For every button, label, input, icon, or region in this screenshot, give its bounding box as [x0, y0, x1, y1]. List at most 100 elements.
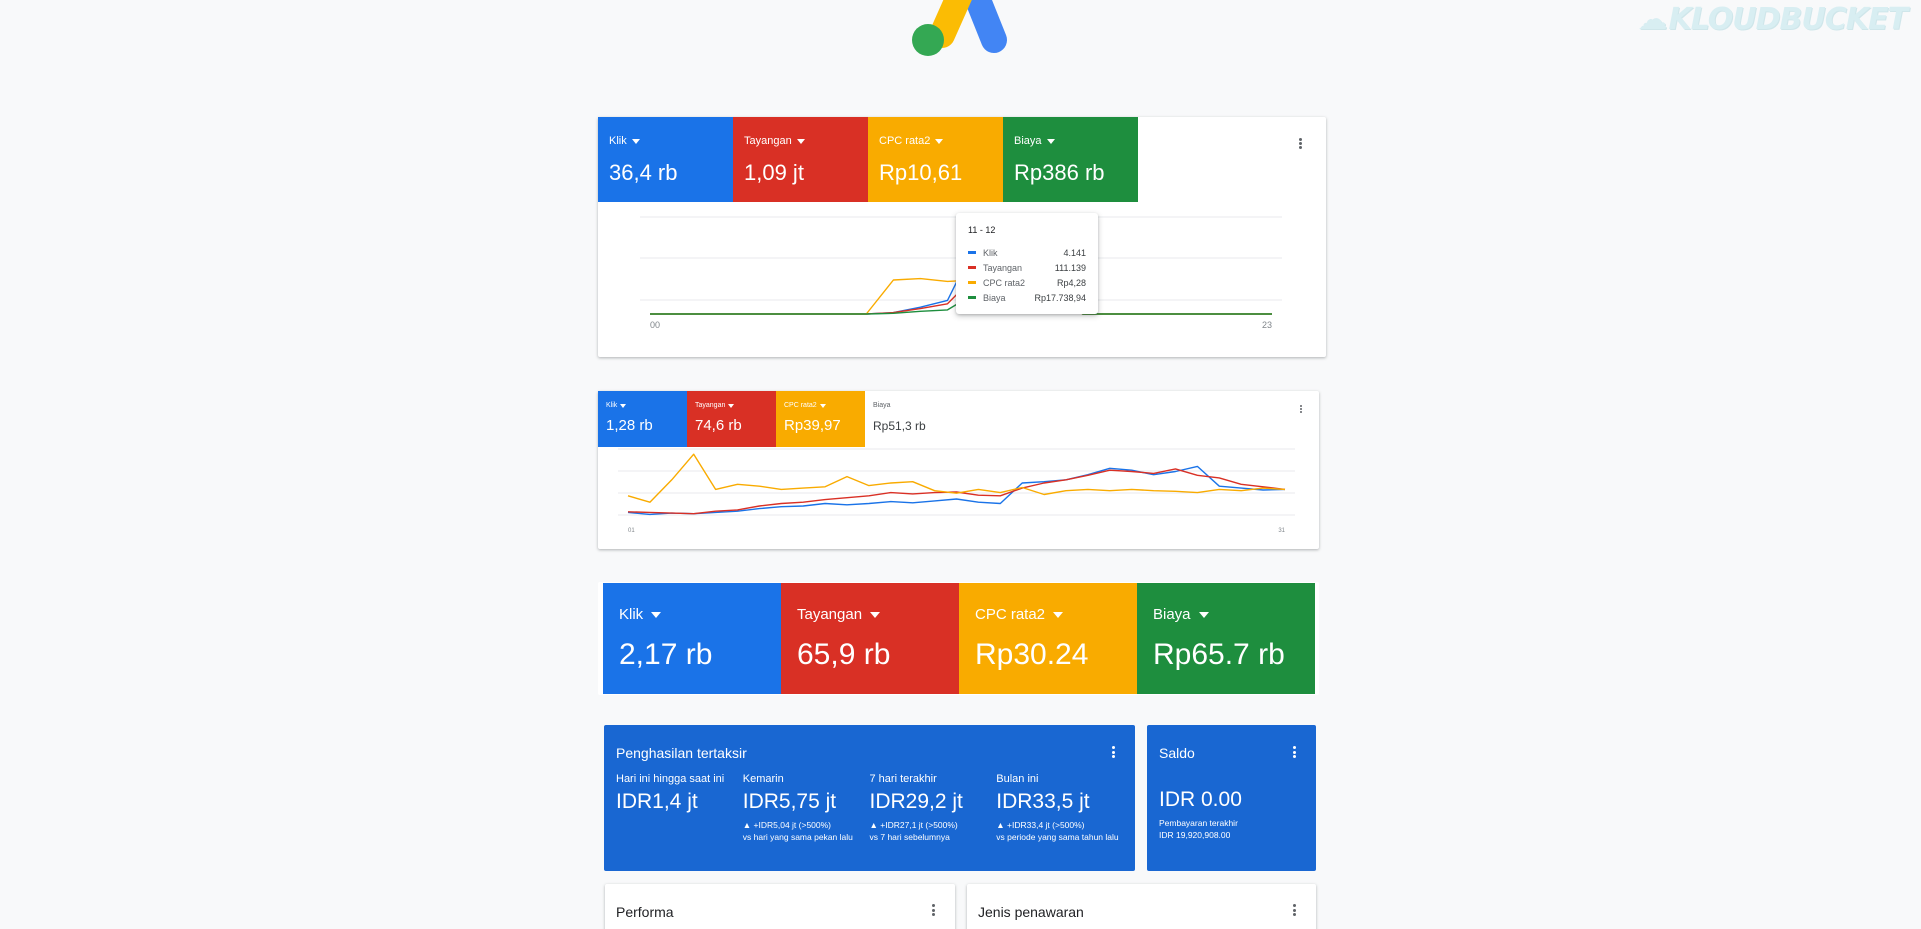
earnings-periods: Hari ini hingga saat ini IDR1,4 jt Kemar… — [616, 773, 1123, 843]
x-tick-label: 01 — [628, 528, 635, 534]
period-label: Hari ini hingga saat ini — [616, 773, 725, 785]
more-options-icon[interactable] — [1293, 746, 1297, 758]
tooltip-value: 4.141 — [1063, 247, 1086, 258]
tooltip-name: Tayangan — [983, 262, 1023, 273]
estimated-earnings-card: Penghasilan tertaksir Hari ini hingga sa… — [604, 725, 1135, 871]
metric-value: 65,9 rb — [797, 638, 891, 671]
metric-label: Biaya — [1014, 135, 1042, 147]
metric-tab-klik[interactable]: Klik 2,17 rb — [603, 583, 781, 694]
metric-value: 1,28 rb — [606, 417, 653, 434]
period-delta: ▲ +IDR27,1 jt (>500%) — [869, 820, 958, 830]
caret-down-icon[interactable] — [1198, 611, 1209, 618]
metric-tab-biaya[interactable]: Biaya Rp65.7 rb — [1137, 583, 1315, 694]
metric-tab-klik[interactable]: Klik 36,4 rb — [598, 117, 733, 202]
period-label: Bulan ini — [996, 773, 1039, 785]
period-value: IDR33,5 jt — [996, 790, 1090, 813]
period-compare: vs 7 hari sebelumnya — [869, 832, 950, 842]
caret-down-icon[interactable] — [1053, 611, 1064, 618]
metric-tab-cpc[interactable]: CPC rata2 Rp30.24 — [959, 583, 1137, 694]
caret-down-icon[interactable] — [819, 403, 826, 408]
daily-line-chart: 01 31 — [618, 448, 1295, 534]
caret-down-icon[interactable] — [631, 138, 640, 144]
period-compare: vs hari yang sama pekan lalu — [742, 832, 853, 842]
series-line-tayangan — [627, 468, 1286, 515]
metric-tab-biaya[interactable]: Biaya Rp386 rb — [1003, 117, 1138, 202]
offer-type-card: Jenis penawaran — [967, 884, 1316, 929]
daily-stats-card: Klik 1,28 rb Tayangan 74,6 rb CPC rata2 … — [598, 391, 1319, 549]
balance-card: Saldo IDR 0.00 Pembayaran terakhir IDR 1… — [1147, 725, 1316, 871]
chart-tooltip: 11 - 12 Klik 4.141 Tayangan 111.139 CPC ra… — [956, 213, 1098, 314]
earnings-today: Hari ini hingga saat ini IDR1,4 jt — [616, 773, 743, 843]
hourly-stats-card: Klik 36,4 rb Tayangan 1,09 jt CPC rata2 … — [598, 117, 1326, 357]
period-value: IDR29,2 jt — [869, 790, 963, 813]
caret-down-icon[interactable] — [1046, 138, 1055, 144]
more-options-icon[interactable] — [1293, 904, 1297, 916]
google-ads-logo — [912, 0, 1007, 56]
metric-tab-cpc[interactable]: CPC rata2 Rp10,61 — [868, 117, 1003, 202]
metric-tab-klik[interactable]: Klik 1,28 rb — [598, 391, 687, 447]
caret-down-icon[interactable] — [935, 138, 944, 144]
metric-label: Klik — [606, 402, 618, 409]
x-tick-label: 23 — [1262, 320, 1272, 330]
tooltip-value: Rp4,28 — [1056, 277, 1086, 288]
metric-tabs: Klik 36,4 rb Tayangan 1,09 jt CPC rata2 … — [598, 117, 1138, 202]
tooltip-row-biaya: Biaya Rp17.738,94 — [968, 290, 1086, 305]
tooltip-name: CPC rata2 — [983, 277, 1026, 288]
metric-tab-tayangan[interactable]: Tayangan 1,09 jt — [733, 117, 868, 202]
caret-down-icon[interactable] — [728, 403, 735, 408]
metric-value: Rp39,97 — [784, 417, 841, 434]
x-tick-label: 00 — [650, 320, 660, 330]
metric-tab-tayangan[interactable]: Tayangan 65,9 rb — [781, 583, 959, 694]
metric-tab-cpc[interactable]: CPC rata2 Rp39,97 — [776, 391, 865, 447]
tooltip-row-klik: Klik 4.141 — [968, 245, 1086, 260]
caret-down-icon[interactable] — [651, 611, 662, 618]
metric-tab-tayangan[interactable]: Tayangan 74,6 rb — [687, 391, 776, 447]
more-options-icon[interactable] — [932, 904, 936, 916]
metric-tabs: Klik 1,28 rb Tayangan 74,6 rb CPC rata2 … — [598, 391, 954, 447]
card-title: Performa — [616, 904, 674, 920]
tooltip-name: Klik — [983, 247, 998, 258]
period-label: Kemarin — [742, 773, 784, 785]
metric-value: 36,4 rb — [609, 160, 678, 185]
tooltip-row-tayangan: Tayangan 111.139 — [968, 260, 1086, 275]
tooltip-value: Rp17.738,94 — [1034, 292, 1086, 303]
summary-stats-card: Klik 2,17 rb Tayangan 65,9 rb CPC rata2 … — [598, 582, 1319, 695]
caret-down-icon[interactable] — [620, 403, 627, 408]
caret-down-icon[interactable] — [796, 138, 805, 144]
x-tick-label: 31 — [1278, 528, 1285, 534]
last-payment-value: IDR 19,920,908.00 — [1159, 830, 1231, 840]
card-title: Jenis penawaran — [978, 904, 1084, 920]
more-options-icon[interactable] — [1300, 405, 1304, 413]
metric-value: 2,17 rb — [619, 638, 713, 671]
metric-value: Rp65.7 rb — [1153, 638, 1285, 671]
metric-tabs: Klik 2,17 rb Tayangan 65,9 rb CPC rata2 … — [603, 583, 1315, 694]
earnings-last-7-days: 7 hari terakhir IDR29,2 jt ▲ +IDR27,1 jt… — [870, 773, 997, 843]
metric-value: Rp30.24 — [975, 638, 1089, 671]
metric-value: Rp386 rb — [1014, 160, 1105, 185]
period-compare: vs periode yang sama tahun lalu — [996, 832, 1119, 842]
metric-value: Rp51,3 rb — [873, 419, 926, 433]
period-delta: ▲ +IDR5,04 jt (>500%) — [742, 820, 832, 830]
metric-label: Klik — [609, 135, 627, 147]
cloud-icon: ☁ — [1637, 2, 1667, 37]
caret-down-icon[interactable] — [870, 611, 881, 618]
earnings-yesterday: Kemarin IDR5,75 jt ▲ +IDR5,04 jt (>500%)… — [743, 773, 870, 843]
more-options-icon[interactable] — [1299, 138, 1303, 149]
period-value: IDR5,75 jt — [742, 790, 837, 813]
metric-label: Tayangan — [744, 135, 792, 147]
tooltip-row-cpc: CPC rata2 Rp4,28 — [968, 275, 1086, 290]
last-payment-label: Pembayaran terakhir — [1159, 818, 1238, 828]
period-delta: ▲ +IDR33,4 jt (>500%) — [996, 820, 1085, 830]
tooltip-value: 111.139 — [1054, 262, 1086, 273]
tooltip-name: Biaya — [983, 292, 1006, 303]
metric-label: Biaya — [873, 402, 891, 409]
card-title: Penghasilan tertaksir — [616, 745, 747, 761]
metric-value: 1,09 jt — [744, 160, 804, 185]
metric-tab-biaya[interactable]: Biaya Rp51,3 rb — [865, 391, 954, 447]
metric-label: Klik — [619, 606, 644, 623]
balance-value: IDR 0.00 — [1159, 788, 1242, 811]
period-value: IDR1,4 jt — [616, 790, 698, 813]
more-options-icon[interactable] — [1112, 746, 1116, 758]
kloudbucket-watermark: ☁KLOUDBUCKET — [1637, 2, 1908, 37]
series-line-klik — [627, 465, 1286, 516]
